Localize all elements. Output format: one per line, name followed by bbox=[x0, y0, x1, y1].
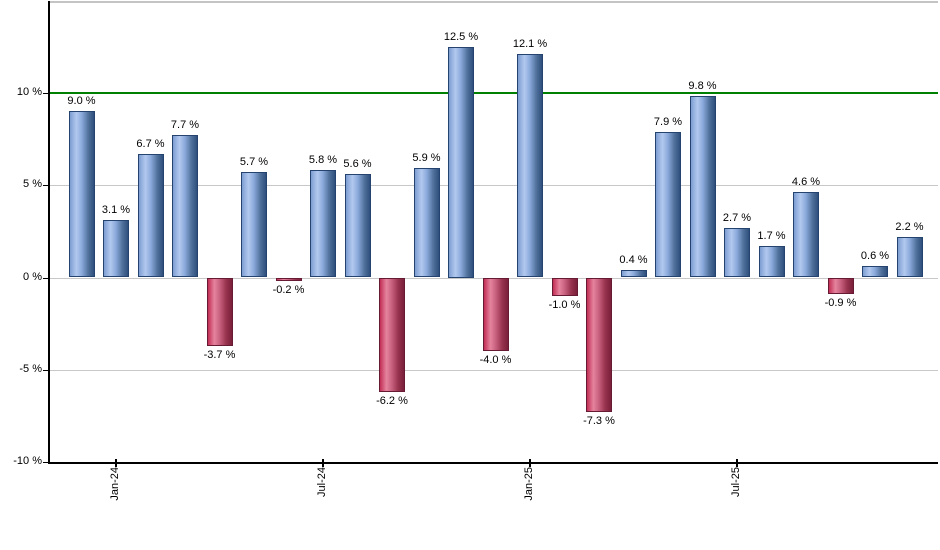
bar-negative bbox=[206, 277, 233, 346]
x-axis-tick bbox=[115, 459, 117, 467]
plot-top-border bbox=[48, 1, 938, 3]
bar-value-label: 6.7 % bbox=[136, 137, 165, 150]
y-axis-tick bbox=[43, 462, 48, 463]
bar-value-label: 5.8 % bbox=[308, 154, 338, 167]
bar-value-label: -3.7 % bbox=[203, 348, 236, 361]
bar-value-label: 0.4 % bbox=[619, 254, 648, 267]
y-axis-tick bbox=[43, 278, 48, 279]
bar-positive bbox=[724, 227, 750, 278]
bar-negative bbox=[275, 277, 302, 282]
bar-value-label: 9.0 % bbox=[67, 95, 96, 108]
x-tick-label: Jan-24 bbox=[109, 467, 121, 501]
bar-positive bbox=[655, 131, 681, 278]
bar-value-label: -1.0 % bbox=[548, 298, 581, 311]
bar-value-label: -0.9 % bbox=[824, 297, 857, 310]
x-axis-tick bbox=[529, 459, 531, 467]
y-tick-label: -5 % bbox=[19, 363, 42, 375]
bar-value-label: -4.0 % bbox=[479, 354, 512, 367]
bar-positive bbox=[310, 170, 336, 278]
bar-positive bbox=[758, 246, 785, 278]
bar-positive bbox=[620, 270, 647, 278]
bar-value-label: 12.1 % bbox=[512, 37, 548, 50]
x-axis-line bbox=[48, 462, 938, 464]
bar-positive bbox=[448, 46, 474, 278]
x-axis-tick bbox=[322, 459, 324, 467]
bar-positive bbox=[241, 172, 267, 278]
bar-value-label: 7.9 % bbox=[653, 115, 683, 128]
bar-positive bbox=[896, 236, 923, 278]
bar-value-label: -6.2 % bbox=[376, 395, 408, 408]
bar-negative bbox=[827, 277, 854, 295]
bar-positive bbox=[103, 220, 129, 278]
bar-value-label: 7.7 % bbox=[170, 119, 200, 132]
gridline bbox=[50, 370, 938, 371]
bar-value-label: 2.7 % bbox=[722, 211, 752, 224]
bar-positive bbox=[793, 192, 819, 278]
bar-value-label: 0.6 % bbox=[860, 250, 890, 263]
bar-value-label: 2.2 % bbox=[895, 220, 924, 233]
bar-negative bbox=[586, 277, 612, 413]
y-axis-tick bbox=[43, 185, 48, 186]
bar-value-label: -7.3 % bbox=[583, 415, 615, 428]
bar-positive bbox=[862, 266, 888, 278]
y-tick-label: 10 % bbox=[16, 86, 42, 98]
y-tick-label: 5 % bbox=[23, 178, 42, 190]
x-tick-label: Jan-25 bbox=[523, 467, 535, 501]
bar-value-label: 12.5 % bbox=[443, 30, 479, 43]
bar-negative bbox=[551, 277, 578, 296]
bar-negative bbox=[482, 277, 509, 352]
bar-value-label: 5.6 % bbox=[343, 158, 372, 170]
bar-value-label: -0.2 % bbox=[272, 284, 305, 297]
reference-line bbox=[50, 92, 938, 94]
y-axis-tick bbox=[43, 93, 48, 94]
bar-value-label: 3.1 % bbox=[101, 204, 131, 217]
bar-positive bbox=[172, 135, 198, 278]
bar-positive bbox=[413, 168, 440, 278]
bar-value-label: 5.9 % bbox=[412, 152, 441, 165]
y-axis-tick bbox=[43, 370, 48, 371]
x-tick-label: Jul-24 bbox=[316, 467, 328, 497]
bar-positive bbox=[689, 96, 716, 278]
y-tick-label: -10 % bbox=[13, 455, 42, 467]
bar-value-label: 1.7 % bbox=[757, 230, 786, 243]
y-tick-label: 0 % bbox=[23, 271, 42, 283]
x-axis-tick bbox=[736, 459, 738, 467]
bar-positive bbox=[68, 111, 95, 278]
bar-value-label: 4.6 % bbox=[791, 176, 821, 189]
bar-positive bbox=[344, 174, 371, 278]
y-axis-line bbox=[48, 1, 50, 464]
bar-value-label: 5.7 % bbox=[239, 156, 269, 169]
bar-value-label: 9.8 % bbox=[688, 80, 717, 93]
bar-positive bbox=[137, 153, 164, 278]
bar-negative bbox=[379, 277, 405, 393]
bar-positive bbox=[517, 53, 543, 278]
gridline bbox=[50, 185, 938, 186]
x-tick-label: Jul-25 bbox=[730, 467, 742, 497]
